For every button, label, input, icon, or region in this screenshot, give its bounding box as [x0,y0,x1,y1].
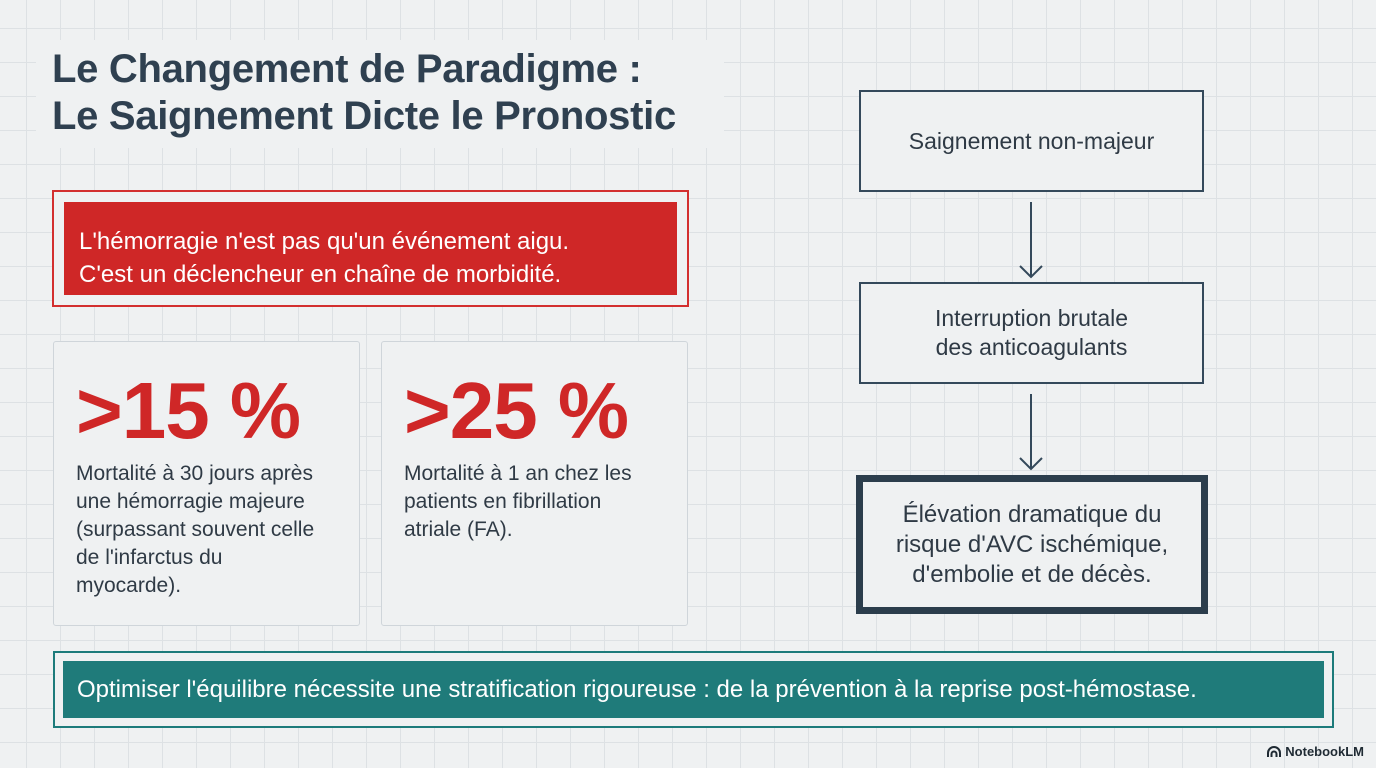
conclusion-text: Optimiser l'équilibre nécessite une stra… [63,661,1324,718]
arrow-down-icon [1019,394,1043,471]
key-message-fill: L'hémorragie n'est pas qu'un événement a… [64,202,677,295]
title-line-2: Le Saignement Dicte le Pronostic [52,94,676,138]
stat-description-line: Mortalité à 30 jours après [76,462,313,485]
stat-description-line: myocarde). [76,574,182,597]
stat-description: Mortalité à 1 an chez les patients en fi… [404,460,687,544]
stat-description-line: atriale (FA). [404,518,513,541]
stat-description-line: patients en fibrillation [404,490,602,513]
stat-description: Mortalité à 30 jours après une hémorragi… [76,460,359,600]
page-title: Le Changement de Paradigme : Le Saigneme… [36,40,724,148]
flow-step-label: Interruption brutale [934,305,1129,331]
stat-value: >25 % [404,366,629,455]
flow-step-label: des anticoagulants [935,334,1128,360]
stat-card-1-year-mortality: >25 % Mortalité à 1 an chez les patients… [381,341,688,626]
watermark-label: NotebookLM [1285,744,1364,759]
flow-step-label: Élévation dramatique du [902,500,1162,528]
title-line-1: Le Changement de Paradigme : [52,47,642,91]
flow-step-label: risque d'AVC ischémique, [895,530,1169,558]
stat-description-line: de l'infarctus du [76,546,223,569]
stat-description-line: une hémorragie majeure [76,490,305,513]
key-message-line-1: L'hémorragie n'est pas qu'un événement a… [79,228,570,255]
stat-description-line: Mortalité à 1 an chez les [404,462,632,485]
flow-step-risk-elevation: Élévation dramatique du risque d'AVC isc… [856,475,1208,614]
notebooklm-logo-icon [1267,745,1282,757]
conclusion-banner: Optimiser l'équilibre nécessite une stra… [53,651,1334,728]
key-message-line-2: C'est un déclencheur en chaîne de morbid… [79,261,562,288]
stat-description-line: (surpassant souvent celle [76,518,315,541]
flow-step-label: Saignement non-majeur [908,127,1155,154]
arrow-down-icon [1019,202,1043,279]
key-message-callout: L'hémorragie n'est pas qu'un événement a… [52,190,689,307]
flow-step-label: d'embolie et de décès. [912,560,1152,588]
stat-value: >15 % [76,366,301,455]
stat-card-30-day-mortality: >15 % Mortalité à 30 jours après une hém… [53,341,360,626]
flow-step-non-major-bleeding: Saignement non-majeur [859,90,1204,192]
flow-step-anticoagulant-interruption: Interruption brutale des anticoagulants [859,282,1204,384]
notebooklm-watermark: NotebookLM [1267,744,1364,759]
